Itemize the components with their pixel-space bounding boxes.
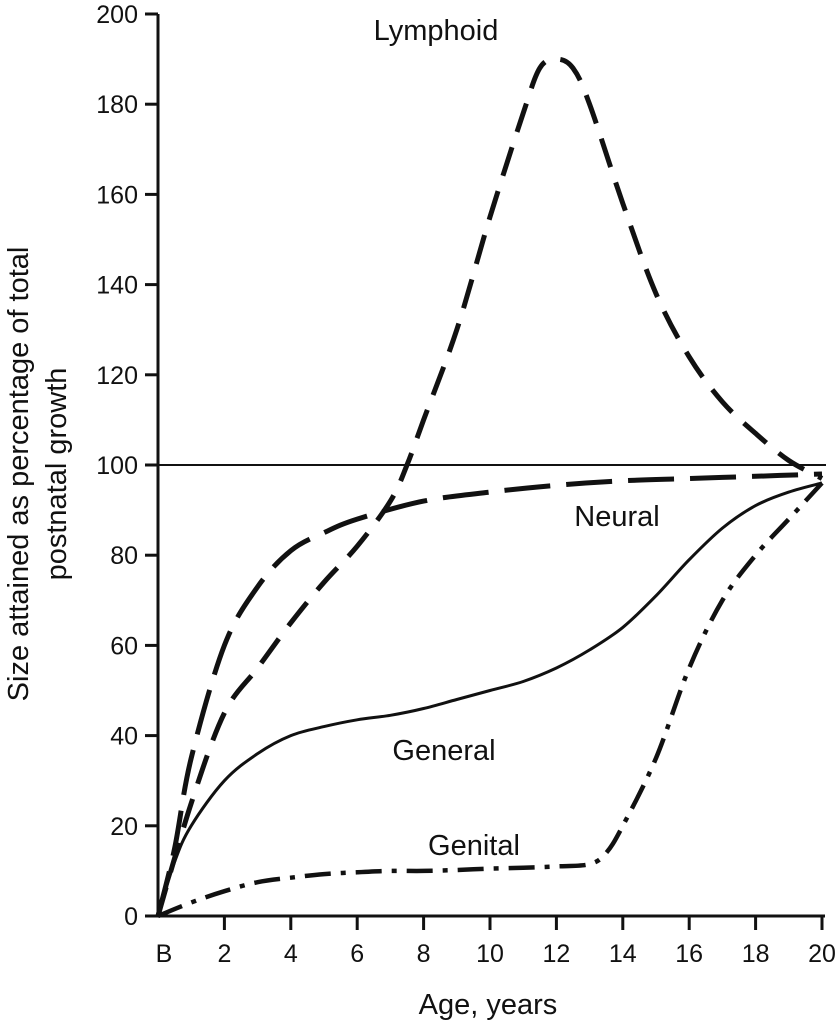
y-tick-label: 80	[110, 542, 138, 570]
x-tick-label: 16	[675, 940, 703, 968]
x-tick-label: 18	[742, 940, 770, 968]
x-tick-label: 2	[217, 940, 231, 968]
x-tick-label: B	[156, 940, 173, 968]
x-axis-title: Age, years	[419, 989, 558, 1021]
y-axis-title-line-1: Size attained as percentage of total	[3, 247, 35, 702]
series-lines	[155, 56, 824, 919]
y-axis-title-line-2: postnatal growth	[41, 368, 73, 581]
x-tick-label: 20	[808, 940, 836, 968]
x-tick-label: 8	[417, 940, 431, 968]
series-line-genital	[157, 481, 824, 919]
y-tick-label: 60	[110, 632, 138, 660]
label-lymphoid: Lymphoid	[374, 15, 499, 47]
y-axis-ticks: 0 20 40 60 80 100 120 140 160 180 200	[96, 1, 158, 931]
series-line-lymphoid	[155, 56, 824, 917]
y-tick-label: 20	[110, 813, 138, 841]
label-general: General	[392, 735, 495, 767]
x-tick-label: 6	[350, 940, 364, 968]
series-line-general	[156, 481, 823, 917]
x-tick-label: 12	[542, 940, 570, 968]
x-tick-label: 10	[476, 940, 504, 968]
y-tick-label: 40	[110, 723, 138, 751]
y-tick-label: 0	[124, 903, 138, 931]
x-tick-label: 4	[284, 940, 298, 968]
y-tick-label: 100	[96, 452, 138, 480]
x-tick-label: 14	[609, 940, 637, 968]
y-tick-label: 120	[96, 362, 138, 390]
label-genital: Genital	[428, 830, 520, 862]
label-neural: Neural	[574, 501, 659, 533]
x-axis-ticks: B 2 4 6 8 10 12 14 16 18 20	[156, 916, 836, 968]
y-tick-label: 200	[96, 1, 138, 29]
y-tick-label: 140	[96, 272, 138, 300]
y-tick-label: 180	[96, 91, 138, 119]
series-line-neural	[155, 471, 823, 917]
y-tick-label: 160	[96, 181, 138, 209]
